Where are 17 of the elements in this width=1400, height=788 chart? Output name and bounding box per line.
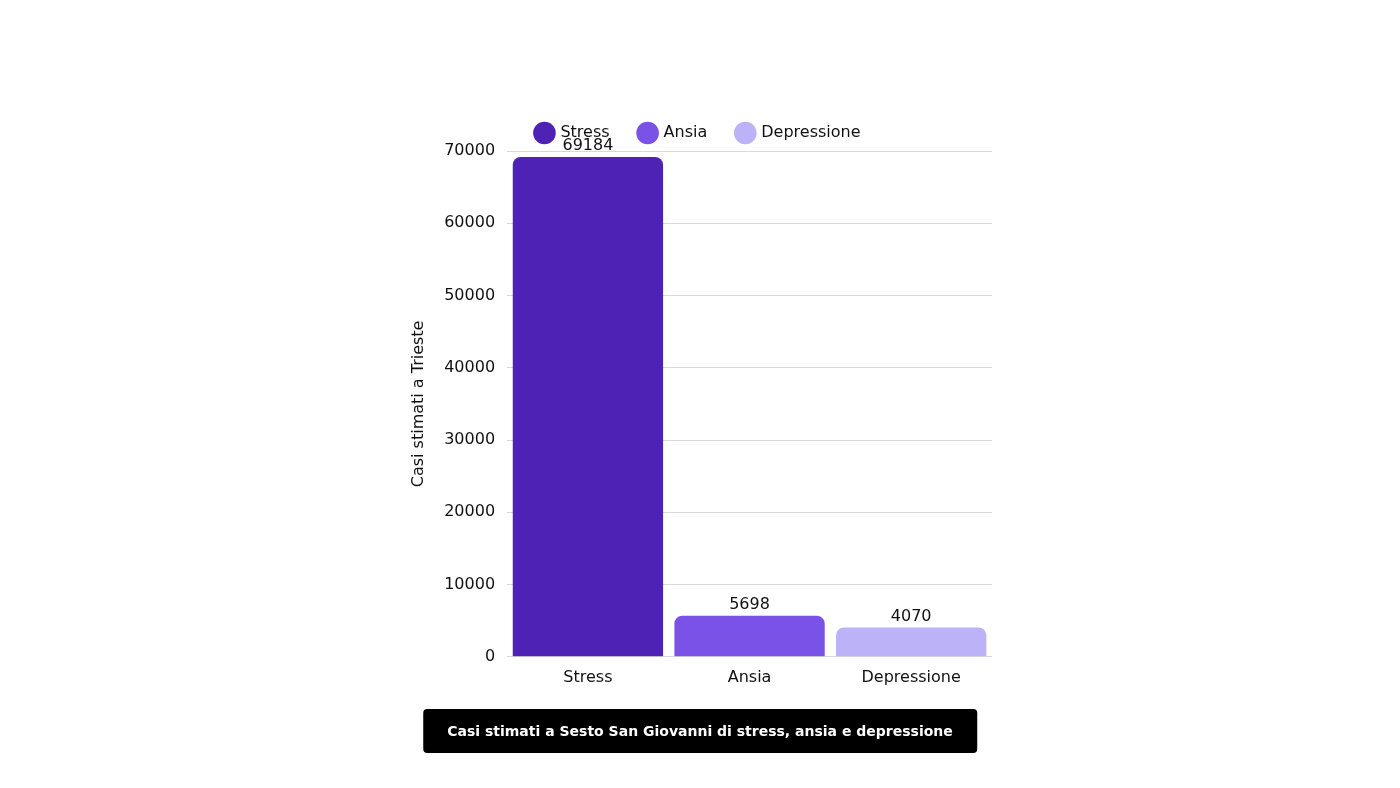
y-tick-label: 70000	[444, 140, 496, 160]
y-tick-label: 20000	[444, 501, 496, 521]
y-tick-label: 40000	[444, 356, 496, 376]
legend-label: Ansia	[663, 122, 708, 142]
y-axis-title: Casi stimati a Trieste	[407, 320, 427, 488]
data-label: 5698	[729, 593, 770, 613]
y-tick-label: 30000	[444, 429, 496, 449]
x-tick-label: Ansia	[727, 666, 772, 686]
y-tick-label: 10000	[444, 573, 496, 593]
y-tick-label: 50000	[444, 284, 496, 304]
data-label: 4070	[890, 605, 932, 625]
x-tick-label: Stress	[563, 666, 613, 686]
y-tick-label: 0	[484, 645, 496, 665]
legend-label: Depressione	[761, 122, 861, 142]
text: Casi stimati a Sesto San Giovanni di stress, ansia e depressione	[423, 709, 977, 753]
x-tick-label: Depressione	[861, 666, 961, 686]
y-tick-label: 60000	[444, 212, 496, 232]
